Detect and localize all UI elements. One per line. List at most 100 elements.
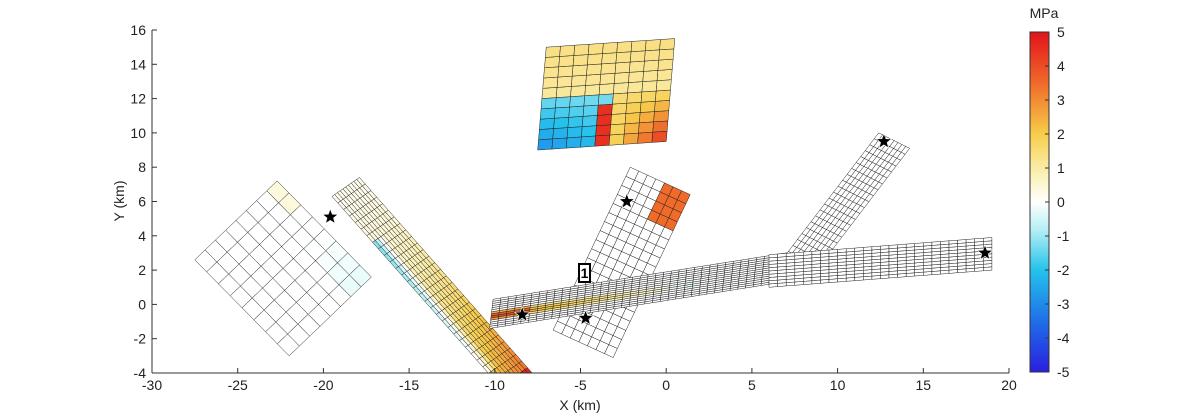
- patch-cell: [785, 252, 796, 257]
- patch-cell: [602, 42, 618, 54]
- colorbar-tick-label: -1: [1057, 228, 1070, 244]
- y-tick-label: -2: [134, 331, 147, 347]
- patch-cell: [519, 372, 520, 373]
- patch-cell: [514, 396, 523, 404]
- x-tick-label: 5: [748, 377, 756, 393]
- patch-cell: [957, 239, 967, 244]
- patch-cell: [537, 391, 546, 399]
- patch-cell: [587, 43, 604, 55]
- patch-cell: [507, 368, 515, 373]
- patch-cell: [803, 251, 813, 256]
- y-tick-label: 16: [130, 22, 146, 38]
- patch-cell: [615, 51, 632, 64]
- patch-cell: [521, 369, 529, 373]
- patch-cell: [558, 55, 575, 68]
- patch-cell: [565, 136, 582, 149]
- patch-cell: [642, 70, 659, 82]
- patch-cell: [531, 374, 540, 383]
- patch-cell: [510, 366, 520, 373]
- patch-cell: [538, 128, 554, 141]
- patch-cell: [567, 116, 584, 128]
- patch-cell: [543, 66, 560, 79]
- patch-cell: [540, 400, 549, 409]
- patch-cell: [582, 104, 599, 117]
- patch-cell: [570, 85, 586, 97]
- colorbar-tick-label: -5: [1057, 364, 1070, 380]
- patch-cell: [520, 392, 529, 400]
- patch-cell: [526, 409, 535, 417]
- patch-cell: [628, 71, 644, 83]
- y-tick-label: 4: [138, 228, 146, 244]
- colorbar: MPa -5 -4 -3 -2 -1 0 1 2 3 4 5: [1029, 5, 1070, 380]
- colorbar-tick-label: 4: [1057, 58, 1065, 74]
- patch-cell: [536, 381, 545, 389]
- patch-cell: [572, 54, 589, 67]
- patch-cell: [514, 375, 523, 383]
- patch-cell: [586, 63, 602, 76]
- patch-cell: [652, 120, 669, 133]
- plot-area: 1: [152, 30, 1009, 417]
- patch-cell: [518, 404, 527, 412]
- patch-cell: [566, 126, 583, 139]
- patch-cell: [525, 378, 534, 386]
- y-tick-label: 12: [130, 91, 146, 107]
- patch-cell: [888, 244, 898, 249]
- patch-cell: [627, 81, 644, 94]
- patch-cell: [601, 52, 618, 65]
- patch-cell: [529, 407, 538, 415]
- patch-cell: [863, 246, 873, 251]
- patch-cell: [569, 95, 586, 108]
- patch-cell: [514, 386, 523, 395]
- patch-cell: [854, 247, 864, 252]
- patch-cell: [520, 402, 529, 411]
- x-tick-label: -20: [313, 377, 333, 393]
- patch-cell: [923, 241, 933, 247]
- x-tick-label: -15: [399, 377, 419, 393]
- patch-cell: [614, 61, 631, 74]
- label-1-text: 1: [581, 265, 589, 281]
- patch-cell: [599, 73, 616, 85]
- patch-cell: [585, 73, 602, 86]
- x-ticks: -30 -25 -20 -15 -10 -5 0 5 10 15 20: [142, 368, 1017, 393]
- patch-cell: [598, 83, 615, 96]
- colorbar-tick-label: 2: [1057, 126, 1065, 142]
- patch-cell: [623, 122, 640, 135]
- colorbar-ticks: -5 -4 -3 -2 -1 0 1 2 3 4 5: [1045, 24, 1070, 380]
- patch-cell: [639, 101, 656, 113]
- patch-cell: [581, 115, 598, 127]
- patch-cell: [613, 72, 630, 84]
- patch-cell: [534, 383, 543, 391]
- patch-cell: [587, 53, 603, 66]
- patch-cell: [511, 387, 520, 396]
- patch-cell: [539, 107, 556, 120]
- patch-cell: [555, 96, 571, 109]
- patch-cell: [612, 92, 628, 105]
- x-tick-label: -30: [142, 377, 162, 393]
- patch-cell: [656, 69, 673, 81]
- patch-cell: [517, 394, 526, 402]
- patch-cell: [948, 239, 958, 245]
- fault-patch-far-east-plate: [768, 237, 993, 288]
- patch-cell: [542, 76, 559, 89]
- y-tick-label: 10: [130, 125, 146, 141]
- colorbar-title: MPa: [1030, 5, 1059, 21]
- epicenter-star: [875, 132, 893, 149]
- patch-cell: [594, 134, 611, 147]
- patch-cell: [624, 112, 641, 125]
- patch-cell: [584, 84, 601, 96]
- patch-cell: [583, 94, 600, 107]
- patch-cell: [504, 370, 511, 373]
- patch-cell: [794, 251, 804, 257]
- y-tick-label: 2: [138, 262, 146, 278]
- y-tick-label: 14: [130, 56, 146, 72]
- patch-cell: [528, 376, 537, 384]
- patch-cell: [653, 110, 670, 123]
- patch-cell: [493, 367, 502, 373]
- patch-cell: [520, 382, 529, 390]
- fault-patch-upper-block: [537, 38, 676, 151]
- patch-cell: [640, 90, 657, 103]
- patch-cell: [545, 396, 554, 404]
- patch-cell: [548, 394, 557, 402]
- patch-cell: [580, 135, 596, 148]
